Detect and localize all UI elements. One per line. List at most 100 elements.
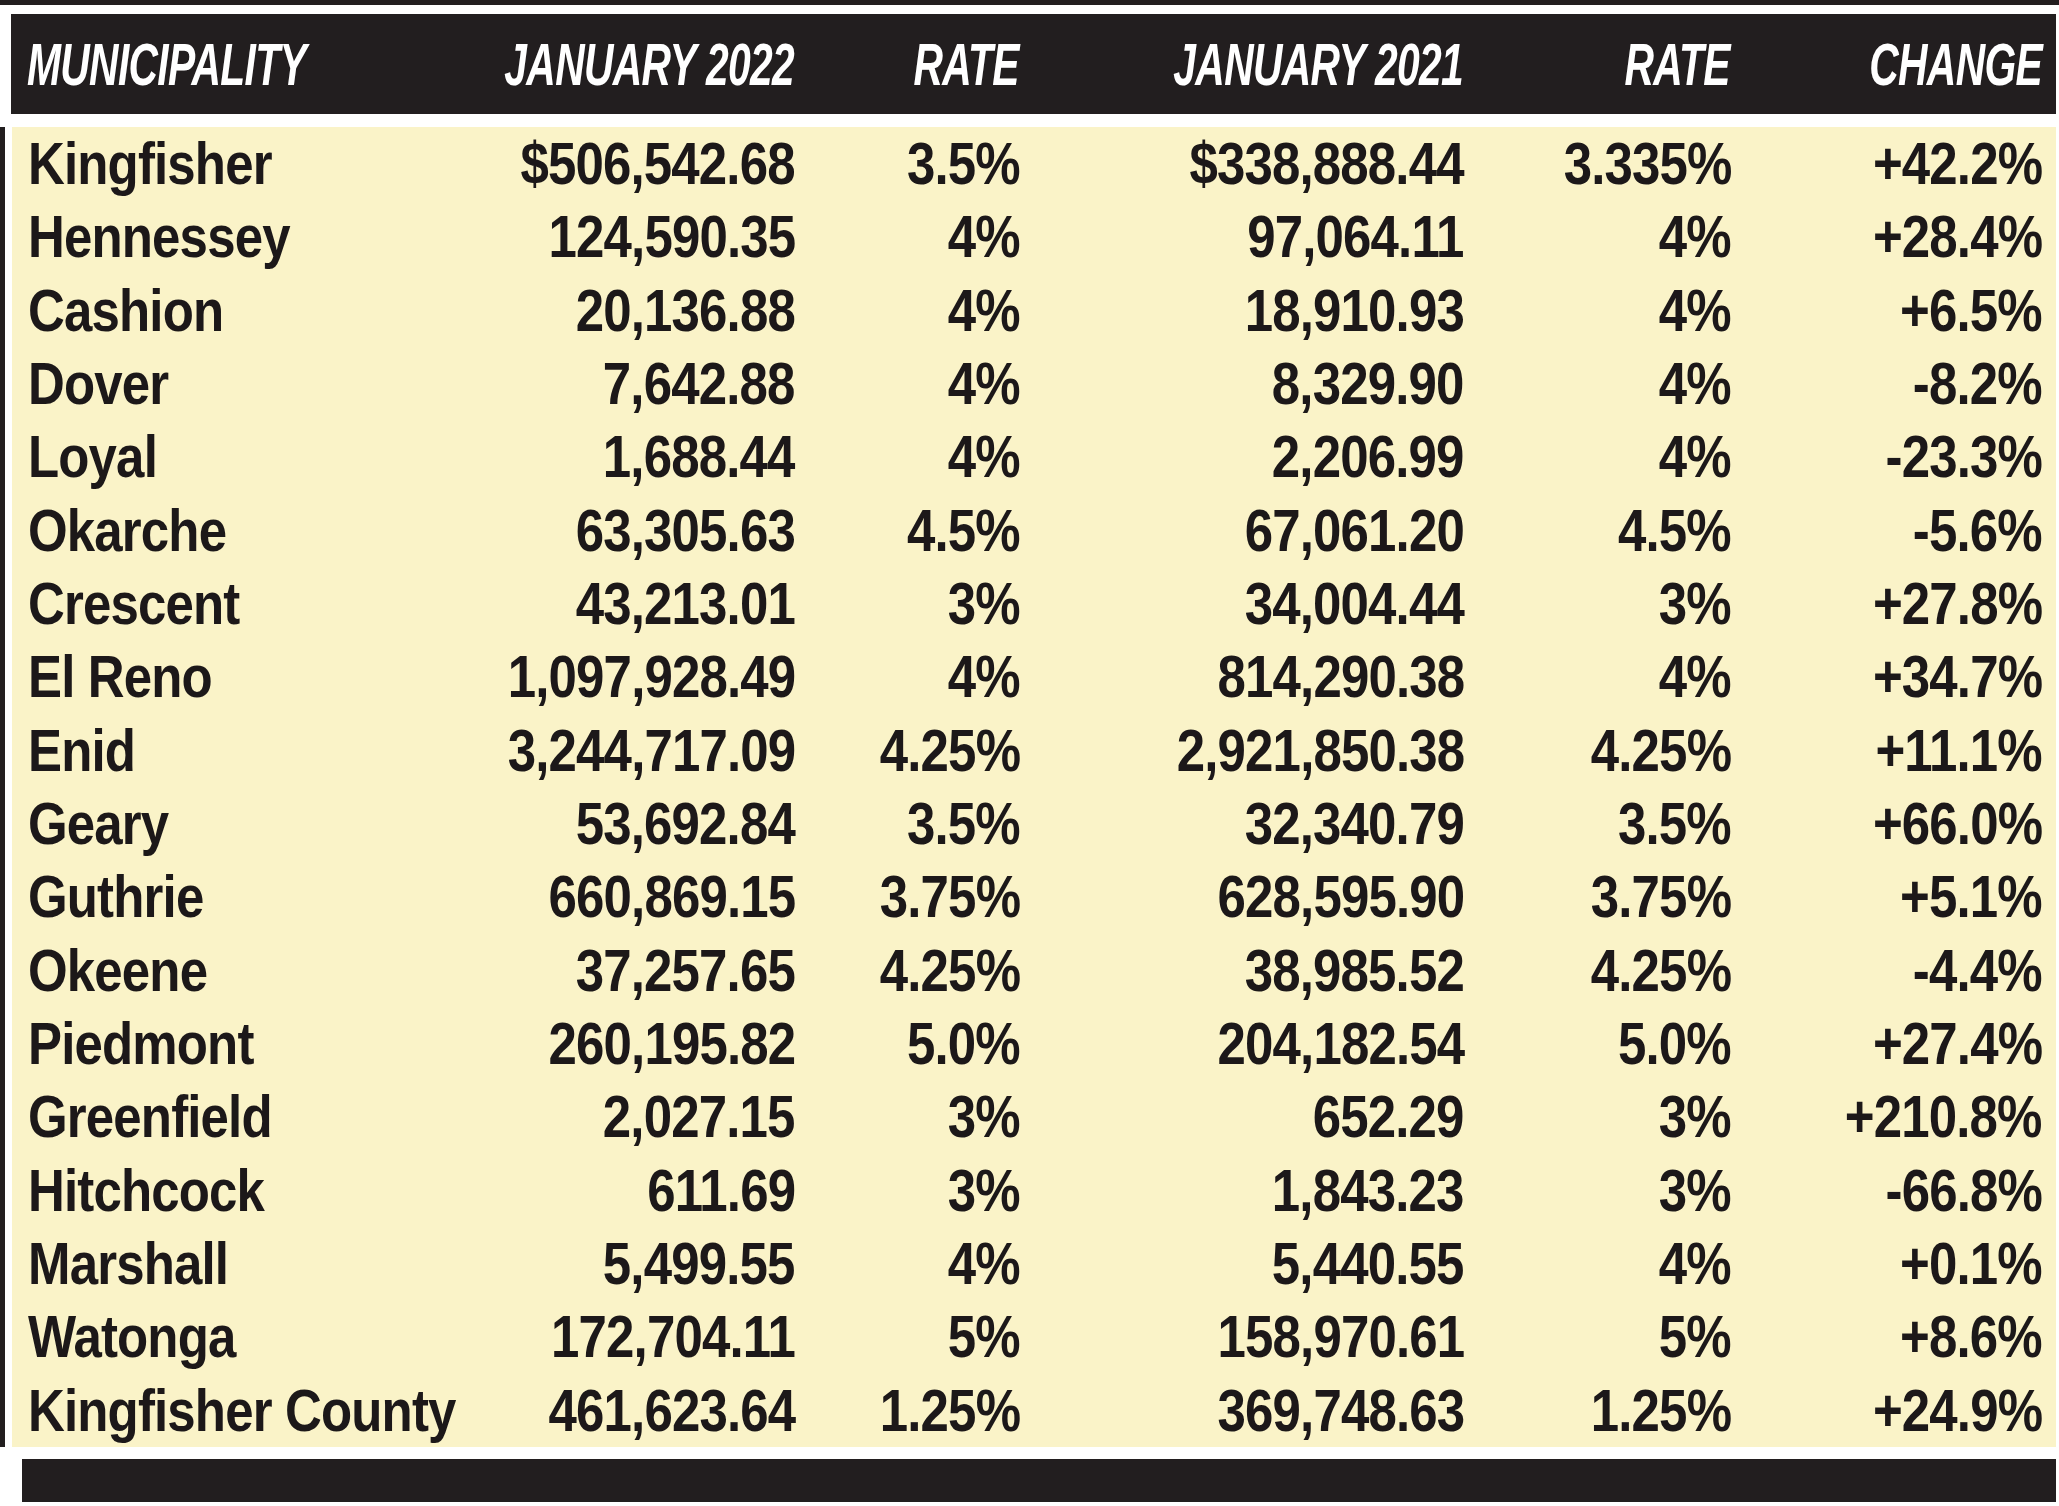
change-cell: +11.1%	[1731, 716, 2042, 785]
rate-2022-cell: 4.25%	[795, 936, 1020, 1005]
rate-2021-cell: 4.25%	[1464, 936, 1731, 1005]
municipality-cell: Kingfisher	[12, 129, 360, 198]
january-2022-cell: 2,027.15	[360, 1082, 795, 1151]
municipality-cell: Okeene	[12, 936, 360, 1005]
rate-2022-cell: 5%	[795, 1302, 1020, 1371]
change-cell: +24.9%	[1731, 1376, 2042, 1445]
january-2021-cell: 158,970.61	[1020, 1302, 1464, 1371]
rate-2022-cell: 3.75%	[795, 862, 1020, 931]
rate-2021-cell: 3.5%	[1464, 789, 1731, 858]
rate-2021-cell: 4%	[1464, 1229, 1731, 1298]
rate-2021-cell: 4.5%	[1464, 496, 1731, 565]
change-cell: +0.1%	[1731, 1229, 2042, 1298]
rate-2021-cell: 3.335%	[1464, 129, 1731, 198]
january-2021-cell: 2,921,850.38	[1020, 716, 1464, 785]
municipality-cell: Okarche	[12, 496, 360, 565]
january-2021-cell: 369,748.63	[1020, 1376, 1464, 1445]
table-header-row: MUNICIPALITY JANUARY 2022 RATE JANUARY 2…	[11, 14, 2056, 114]
january-2021-cell: 1,843.23	[1020, 1156, 1464, 1225]
table-row: Dover7,642.884%8,329.904%-8.2%	[12, 347, 2056, 420]
january-2021-cell: 628,595.90	[1020, 862, 1464, 931]
table-row: Kingfisher County461,623.641.25%369,748.…	[12, 1374, 2056, 1447]
january-2022-cell: 53,692.84	[360, 789, 795, 858]
change-cell: -4.4%	[1731, 936, 2042, 1005]
january-2021-cell: 204,182.54	[1020, 1009, 1464, 1078]
january-2022-cell: 43,213.01	[360, 569, 795, 638]
january-2021-cell: 38,985.52	[1020, 936, 1464, 1005]
bottom-border-bar	[22, 1459, 2056, 1502]
municipality-cell: Piedmont	[12, 1009, 360, 1078]
january-2021-cell: 18,910.93	[1020, 276, 1464, 345]
rate-2021-cell: 4%	[1464, 202, 1731, 271]
january-2022-cell: 5,499.55	[360, 1229, 795, 1298]
january-2022-cell: 7,642.88	[360, 349, 795, 418]
table-row: Hitchcock611.693%1,843.233%-66.8%	[12, 1154, 2056, 1227]
rate-2022-cell: 3.5%	[795, 129, 1020, 198]
change-cell: -66.8%	[1731, 1156, 2042, 1225]
table-row: Kingfisher$506,542.683.5%$338,888.443.33…	[12, 127, 2056, 200]
january-2022-cell: 172,704.11	[360, 1302, 795, 1371]
january-2021-cell: 97,064.11	[1020, 202, 1464, 271]
rate-2022-cell: 4%	[795, 202, 1020, 271]
table-row: Okeene37,257.654.25%38,985.524.25%-4.4%	[12, 934, 2056, 1007]
january-2022-cell: 1,688.44	[360, 422, 795, 491]
january-2021-cell: $338,888.44	[1020, 129, 1464, 198]
january-2021-cell: 67,061.20	[1020, 496, 1464, 565]
rate-2022-cell: 4%	[795, 1229, 1020, 1298]
january-2022-cell: 37,257.65	[360, 936, 795, 1005]
rate-2021-cell: 3.75%	[1464, 862, 1731, 931]
january-2022-cell: 1,097,928.49	[360, 642, 795, 711]
rate-2022-cell: 3.5%	[795, 789, 1020, 858]
column-header-january-2021: JANUARY 2021	[1019, 30, 1463, 99]
municipality-cell: Enid	[12, 716, 360, 785]
rate-2022-cell: 4%	[795, 349, 1020, 418]
table-row: Enid3,244,717.094.25%2,921,850.384.25%+1…	[12, 714, 2056, 787]
january-2022-cell: 124,590.35	[360, 202, 795, 271]
january-2022-cell: 3,244,717.09	[360, 716, 795, 785]
municipality-cell: Cashion	[12, 276, 360, 345]
rate-2021-cell: 4%	[1464, 422, 1731, 491]
january-2021-cell: 2,206.99	[1020, 422, 1464, 491]
municipality-cell: Greenfield	[12, 1082, 360, 1151]
rate-2021-cell: 5.0%	[1464, 1009, 1731, 1078]
january-2021-cell: 652.29	[1020, 1082, 1464, 1151]
column-header-rate-2022: RATE	[794, 30, 1019, 99]
change-cell: +27.8%	[1731, 569, 2042, 638]
column-header-municipality: MUNICIPALITY	[11, 30, 359, 99]
column-header-change: CHANGE	[1730, 30, 2042, 99]
municipality-cell: Loyal	[12, 422, 360, 491]
january-2021-cell: 814,290.38	[1020, 642, 1464, 711]
rate-2021-cell: 4.25%	[1464, 716, 1731, 785]
change-cell: +34.7%	[1731, 642, 2042, 711]
january-2022-cell: 611.69	[360, 1156, 795, 1225]
change-cell: +42.2%	[1731, 129, 2042, 198]
table-row: Loyal1,688.444%2,206.994%-23.3%	[12, 420, 2056, 493]
rate-2022-cell: 3%	[795, 569, 1020, 638]
rate-2021-cell: 4%	[1464, 642, 1731, 711]
municipality-cell: El Reno	[12, 642, 360, 711]
rate-2022-cell: 3%	[795, 1156, 1020, 1225]
rate-2022-cell: 4%	[795, 422, 1020, 491]
municipality-cell: Kingfisher County	[12, 1376, 360, 1445]
january-2021-cell: 32,340.79	[1020, 789, 1464, 858]
change-cell: -23.3%	[1731, 422, 2042, 491]
rate-2022-cell: 4%	[795, 642, 1020, 711]
table-row: Hennessey124,590.354%97,064.114%+28.4%	[12, 200, 2056, 273]
change-cell: +210.8%	[1731, 1082, 2042, 1151]
municipality-cell: Crescent	[12, 569, 360, 638]
change-cell: +6.5%	[1731, 276, 2042, 345]
rate-2021-cell: 3%	[1464, 569, 1731, 638]
municipality-cell: Marshall	[12, 1229, 360, 1298]
change-cell: +8.6%	[1731, 1302, 2042, 1371]
january-2022-cell: 260,195.82	[360, 1009, 795, 1078]
change-cell: +27.4%	[1731, 1009, 2042, 1078]
change-cell: +66.0%	[1731, 789, 2042, 858]
table-row: Okarche63,305.634.5%67,061.204.5%-5.6%	[12, 494, 2056, 567]
january-2022-cell: 20,136.88	[360, 276, 795, 345]
january-2022-cell: $506,542.68	[360, 129, 795, 198]
rate-2022-cell: 4.25%	[795, 716, 1020, 785]
municipality-cell: Geary	[12, 789, 360, 858]
sales-tax-table: Kingfisher$506,542.683.5%$338,888.443.33…	[12, 127, 2056, 1447]
table-row: El Reno1,097,928.494%814,290.384%+34.7%	[12, 640, 2056, 713]
table-row: Marshall5,499.554%5,440.554%+0.1%	[12, 1227, 2056, 1300]
